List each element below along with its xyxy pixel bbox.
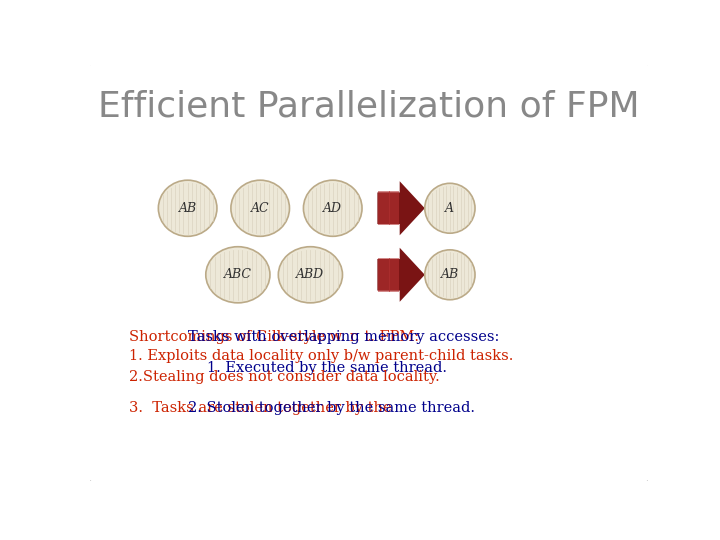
Text: 2. Stolen together by the same thread.: 2. Stolen together by the same thread. bbox=[188, 401, 474, 415]
Text: 2.Stealing does not consider data locality.: 2.Stealing does not consider data locali… bbox=[129, 370, 440, 384]
Ellipse shape bbox=[206, 247, 270, 303]
Text: 1. Exploits data locality only b/w parent-child tasks.: 1. Exploits data locality only b/w paren… bbox=[129, 349, 513, 363]
Ellipse shape bbox=[303, 180, 362, 237]
Text: Tasks with overlapping memory accesses:: Tasks with overlapping memory accesses: bbox=[188, 330, 499, 344]
Text: ABD: ABD bbox=[297, 268, 325, 281]
Text: Efficient Parallelization of FPM: Efficient Parallelization of FPM bbox=[98, 90, 640, 123]
Text: AC: AC bbox=[251, 202, 269, 215]
Text: AB: AB bbox=[179, 202, 197, 215]
Text: A: A bbox=[446, 202, 454, 215]
Ellipse shape bbox=[425, 183, 475, 233]
FancyBboxPatch shape bbox=[87, 63, 651, 483]
Text: 1. Executed by the same thread.: 1. Executed by the same thread. bbox=[207, 361, 447, 375]
Polygon shape bbox=[377, 181, 425, 235]
Polygon shape bbox=[377, 248, 425, 302]
Ellipse shape bbox=[231, 180, 289, 237]
Text: Shortcomings of Cilk-style w. r. t. FPM:: Shortcomings of Cilk-style w. r. t. FPM: bbox=[129, 330, 419, 344]
Ellipse shape bbox=[425, 250, 475, 300]
Ellipse shape bbox=[279, 247, 343, 303]
Ellipse shape bbox=[158, 180, 217, 237]
Text: 3.  Tasks are stolen together by the: 3. Tasks are stolen together by the bbox=[129, 401, 392, 415]
Text: AD: AD bbox=[323, 202, 342, 215]
Text: AB: AB bbox=[441, 268, 459, 281]
Text: ABC: ABC bbox=[224, 268, 252, 281]
